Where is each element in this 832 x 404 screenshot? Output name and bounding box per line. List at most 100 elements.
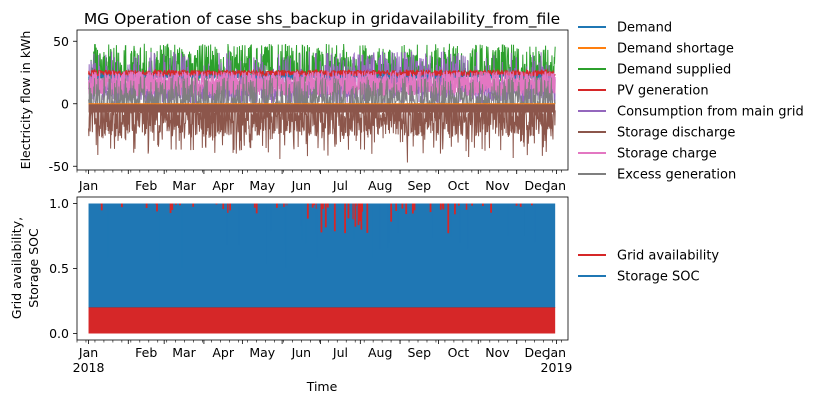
legend-label-storage-discharge: Storage discharge <box>617 126 735 141</box>
grid-availability-drop <box>490 203 492 213</box>
grid-availability-drop <box>454 203 456 215</box>
bottom-x-tick-label: Sep <box>408 345 432 360</box>
legend-label-storage-soc: Storage SOC <box>617 270 700 285</box>
grid-availability-drop <box>354 203 357 227</box>
grid-availability-drop <box>311 203 314 208</box>
bottom-y-tick-label: 1.0 <box>49 196 69 211</box>
top-x-tick-label: Mar <box>172 178 196 193</box>
bottom-plot-area <box>88 203 556 334</box>
bottom-x-tick-label: Feb <box>135 345 157 360</box>
grid-availability-drop <box>465 203 468 210</box>
grid-availability-drop <box>315 203 317 209</box>
grid-availability-drop <box>358 203 361 222</box>
grid-availability-drop <box>354 203 357 206</box>
bottom-x-tick-label: Mar <box>172 345 196 360</box>
bottom-y-axis: 0.0 0.5 1.0 <box>49 196 77 341</box>
top-x-tick-label: Dec <box>524 178 548 193</box>
bottom-x-tick-label: May <box>249 345 275 360</box>
top-y-axis: -50 0 50 <box>49 34 77 174</box>
legend-label-demand-supplied: Demand supplied <box>617 63 731 78</box>
grid-availability-drop <box>458 203 460 206</box>
bottom-x-tick-label: Nov <box>485 345 510 360</box>
grid-availability-drop <box>481 203 484 206</box>
grid-availability-drop <box>360 203 363 230</box>
top-y-tick-label: -50 <box>49 159 69 174</box>
grid-availability-drop <box>515 203 518 206</box>
top-x-tick-label: Feb <box>135 178 157 193</box>
legend-label-grid-availability: Grid availability <box>617 249 719 264</box>
grid-availability-drop <box>395 203 398 211</box>
grid-availability-drop <box>192 203 195 207</box>
top-x-tick-label: Jul <box>332 178 348 193</box>
grid-availability-drop <box>326 203 329 208</box>
top-x-tick-label: May <box>249 178 275 193</box>
grid-availability-drop <box>429 203 432 213</box>
bottom-y-tick-label: 0.0 <box>49 326 69 341</box>
grid-availability-drop <box>156 203 158 212</box>
legend-label-pv-generation: PV generation <box>617 84 709 99</box>
grid-availability-drop <box>344 203 346 234</box>
top-x-tick-label: Jan <box>78 178 98 193</box>
top-x-tick-label: Aug <box>368 178 392 193</box>
grid-availability-drop <box>439 203 442 210</box>
top-x-tick-label: Apr <box>212 178 234 193</box>
grid-availability-drop <box>171 203 174 210</box>
grid-availability-drop <box>215 203 218 205</box>
bottom-y-axis-label-line1: Grid availability, <box>9 217 24 319</box>
top-y-tick-label: 50 <box>53 34 69 49</box>
grid-availability-drop <box>121 203 123 208</box>
top-legend: Demand Demand shortage Demand supplied PV g… <box>578 21 804 183</box>
storage-discharge-band <box>88 103 556 113</box>
grid-availability-drop <box>155 203 158 205</box>
grid-availability-drop <box>145 203 148 208</box>
grid-availability-drop <box>413 203 416 211</box>
grid-availability-drop <box>366 203 369 233</box>
top-x-tick-label: Jan <box>546 178 566 193</box>
top-x-tick-label: Jun <box>291 178 312 193</box>
top-plot-area <box>88 43 556 163</box>
grid-availability-drop <box>324 203 327 228</box>
grid-availability-drop <box>454 203 456 208</box>
bottom-x-tick-label: Dec <box>524 345 548 360</box>
legend-label-excess-generation: Excess generation <box>617 168 736 183</box>
grid-availability-drop <box>447 203 450 234</box>
legend-label-storage-charge: Storage charge <box>617 147 717 162</box>
top-axes-frame <box>76 29 569 171</box>
bottom-year-label: 2018 <box>73 360 105 375</box>
grid-availability-drop <box>255 203 258 214</box>
bottom-y-axis-label-line2: Storage SOC <box>26 228 41 308</box>
grid-availability-drop <box>352 203 355 220</box>
bottom-x-tick-label: Jan <box>78 345 98 360</box>
grid-availability-drop <box>357 203 360 226</box>
top-y-axis-label: Electricity flow in kWh <box>18 31 33 170</box>
grid-availability-drop <box>411 203 414 214</box>
grid-availability-band <box>88 307 556 334</box>
bottom-panel: 0.0 0.5 1.0 Jan Feb Mar Apr May Jun Jul Aug Sep Oct… <box>9 196 719 394</box>
grid-availability-drop <box>531 203 533 206</box>
top-x-tick-label: Sep <box>408 178 432 193</box>
grid-availability-drop <box>283 203 285 208</box>
grid-availability-drop <box>313 203 316 206</box>
grid-availability-drop <box>390 203 393 222</box>
bottom-x-tick-label: Oct <box>448 345 470 360</box>
grid-availability-drop <box>320 203 323 233</box>
grid-availability-drop <box>306 203 309 219</box>
bottom-x-tick-label: Jan <box>546 345 566 360</box>
grid-availability-drop <box>333 203 336 232</box>
grid-availability-drop <box>169 203 172 214</box>
bottom-x-tick-label: Jul <box>332 345 348 360</box>
legend-label-demand: Demand <box>617 21 672 36</box>
bottom-x-tick-label: Jun <box>291 345 312 360</box>
bottom-legend: Grid availability Storage SOC <box>578 249 719 285</box>
legend-label-consumption-main-grid: Consumption from main grid <box>617 105 804 120</box>
grid-availability-drop <box>275 203 278 208</box>
legend-label-demand-shortage: Demand shortage <box>617 42 734 57</box>
grid-availability-drop <box>405 203 408 214</box>
top-x-tick-label: Nov <box>485 178 510 193</box>
grid-availability-drop <box>322 203 324 209</box>
top-y-tick-label: 0 <box>61 96 69 111</box>
bottom-x-axis-label: Time <box>306 379 338 394</box>
grid-availability-drop <box>100 203 103 211</box>
